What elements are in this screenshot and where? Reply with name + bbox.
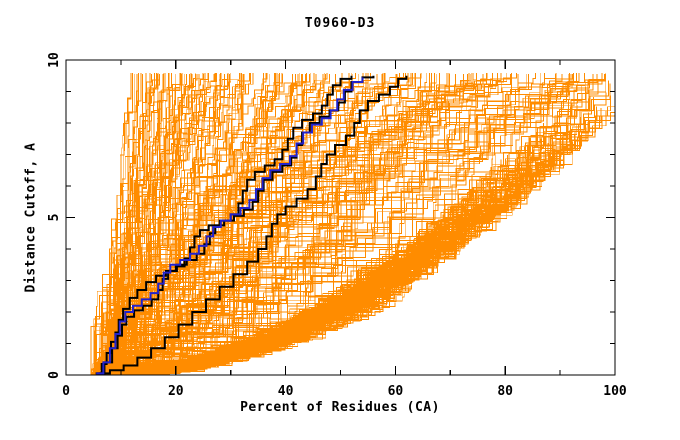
model-curve [111, 78, 599, 376]
model-curve [103, 74, 598, 376]
model-curve [96, 74, 511, 376]
model-curve [98, 73, 494, 376]
model-curve [94, 81, 616, 376]
y-tick-label: 5 [47, 214, 62, 222]
model-curve [101, 74, 378, 376]
axis-group: 0 20 40 60 80 100 0 5 10 [47, 52, 627, 399]
x-tick-label: 80 [497, 384, 513, 399]
model-curve [108, 73, 580, 376]
model-curve [98, 74, 204, 376]
model-curve [100, 73, 508, 376]
model-curve [92, 73, 474, 376]
model-curve [93, 73, 328, 376]
model-curve [91, 73, 217, 376]
model-curve [100, 73, 204, 376]
model-curve [102, 86, 586, 376]
x-tick-label: 0 [62, 384, 70, 399]
model-curve [108, 74, 245, 376]
model-curves-group [90, 73, 616, 376]
x-tick-label: 100 [603, 384, 627, 399]
x-tick-label: 40 [278, 384, 294, 399]
model-curve [97, 73, 493, 376]
model-curve [105, 73, 407, 376]
model-curve [95, 74, 556, 376]
model-curve [93, 74, 229, 375]
model-curve [93, 73, 223, 376]
model-curve [91, 73, 545, 376]
model-curve [98, 80, 609, 376]
model-curve [113, 84, 583, 376]
model-curve [103, 73, 472, 376]
model-curve [91, 74, 606, 376]
model-curve [93, 73, 577, 376]
model-curve [104, 100, 569, 376]
model-curve [96, 74, 605, 376]
highlight-curve-black-highlight-3 [98, 75, 408, 375]
model-curve [99, 73, 157, 376]
model-curve [97, 73, 574, 376]
model-curve [102, 74, 563, 376]
model-curve [93, 73, 575, 376]
model-curve [102, 73, 477, 376]
model-curve [104, 104, 578, 376]
y-tick-label: 0 [47, 371, 62, 379]
x-axis-label: Percent of Residues (CA) [240, 400, 440, 415]
model-curve [99, 73, 536, 376]
model-curve [106, 73, 386, 376]
model-curve [105, 74, 594, 376]
model-curve [106, 73, 353, 376]
model-curve [107, 73, 268, 376]
model-curve [95, 73, 197, 376]
model-curve [108, 74, 606, 376]
highlight-curves-group [95, 75, 408, 375]
model-curve [94, 73, 586, 376]
model-curve [96, 74, 468, 376]
model-curve [115, 89, 590, 376]
model-curve [95, 73, 400, 376]
x-tick-label: 60 [388, 384, 404, 399]
model-curve [100, 74, 161, 375]
chart-title: T0960-D3 [304, 16, 376, 31]
y-axis-label: Distance Cutoff, A [23, 142, 39, 293]
model-curve [108, 91, 616, 376]
highlight-curve-blue-highlight-1 [96, 77, 364, 375]
model-curve [92, 73, 209, 376]
model-curve [91, 74, 132, 375]
model-curve [104, 73, 422, 376]
y-tick-label: 10 [47, 52, 62, 68]
model-curve [98, 74, 398, 376]
x-tick-label: 20 [168, 384, 184, 399]
